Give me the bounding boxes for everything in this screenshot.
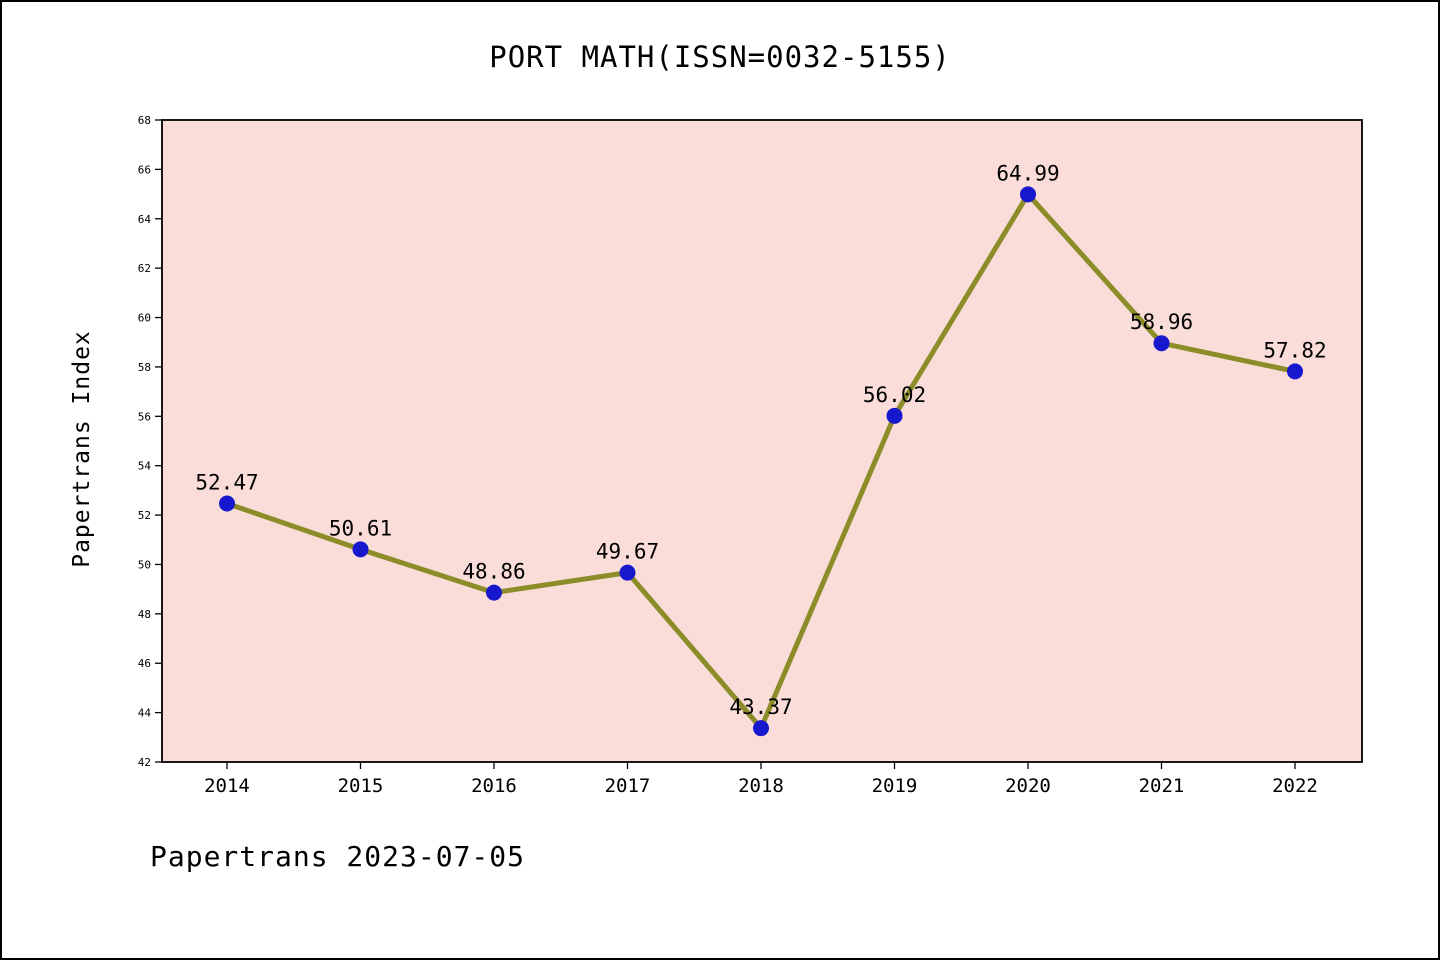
svg-text:48.86: 48.86 xyxy=(462,560,525,584)
svg-text:52: 52 xyxy=(138,509,151,522)
svg-text:54: 54 xyxy=(138,460,152,473)
svg-text:50.61: 50.61 xyxy=(329,516,392,540)
svg-text:64.99: 64.99 xyxy=(996,161,1059,185)
svg-text:2018: 2018 xyxy=(738,775,784,797)
svg-text:2020: 2020 xyxy=(1005,775,1051,797)
svg-text:68: 68 xyxy=(138,114,151,127)
svg-text:2021: 2021 xyxy=(1139,775,1185,797)
svg-text:43.37: 43.37 xyxy=(729,695,792,719)
svg-text:58: 58 xyxy=(138,361,151,374)
svg-text:56.02: 56.02 xyxy=(863,383,926,407)
svg-text:2022: 2022 xyxy=(1272,775,1318,797)
svg-text:56: 56 xyxy=(138,410,151,423)
svg-text:2019: 2019 xyxy=(872,775,918,797)
svg-text:62: 62 xyxy=(138,262,151,275)
svg-text:2016: 2016 xyxy=(471,775,517,797)
svg-text:48: 48 xyxy=(138,608,151,621)
svg-text:64: 64 xyxy=(138,213,152,226)
svg-text:49.67: 49.67 xyxy=(596,540,659,564)
svg-text:52.47: 52.47 xyxy=(195,470,258,494)
svg-text:2015: 2015 xyxy=(338,775,384,797)
svg-text:66: 66 xyxy=(138,163,151,176)
svg-text:50: 50 xyxy=(138,558,151,571)
watermark-text: Papertrans 2023-07-05 xyxy=(150,840,526,873)
svg-text:42: 42 xyxy=(138,756,151,769)
svg-text:58.96: 58.96 xyxy=(1130,310,1193,334)
svg-text:60: 60 xyxy=(138,312,151,325)
svg-text:44: 44 xyxy=(138,707,152,720)
chart-title: PORT MATH(ISSN=0032-5155) xyxy=(489,40,951,74)
y-axis-label: Papertrans Index xyxy=(69,330,95,568)
svg-text:2017: 2017 xyxy=(605,775,651,797)
svg-text:57.82: 57.82 xyxy=(1263,338,1326,362)
svg-text:2014: 2014 xyxy=(204,775,250,797)
svg-text:46: 46 xyxy=(138,657,151,670)
